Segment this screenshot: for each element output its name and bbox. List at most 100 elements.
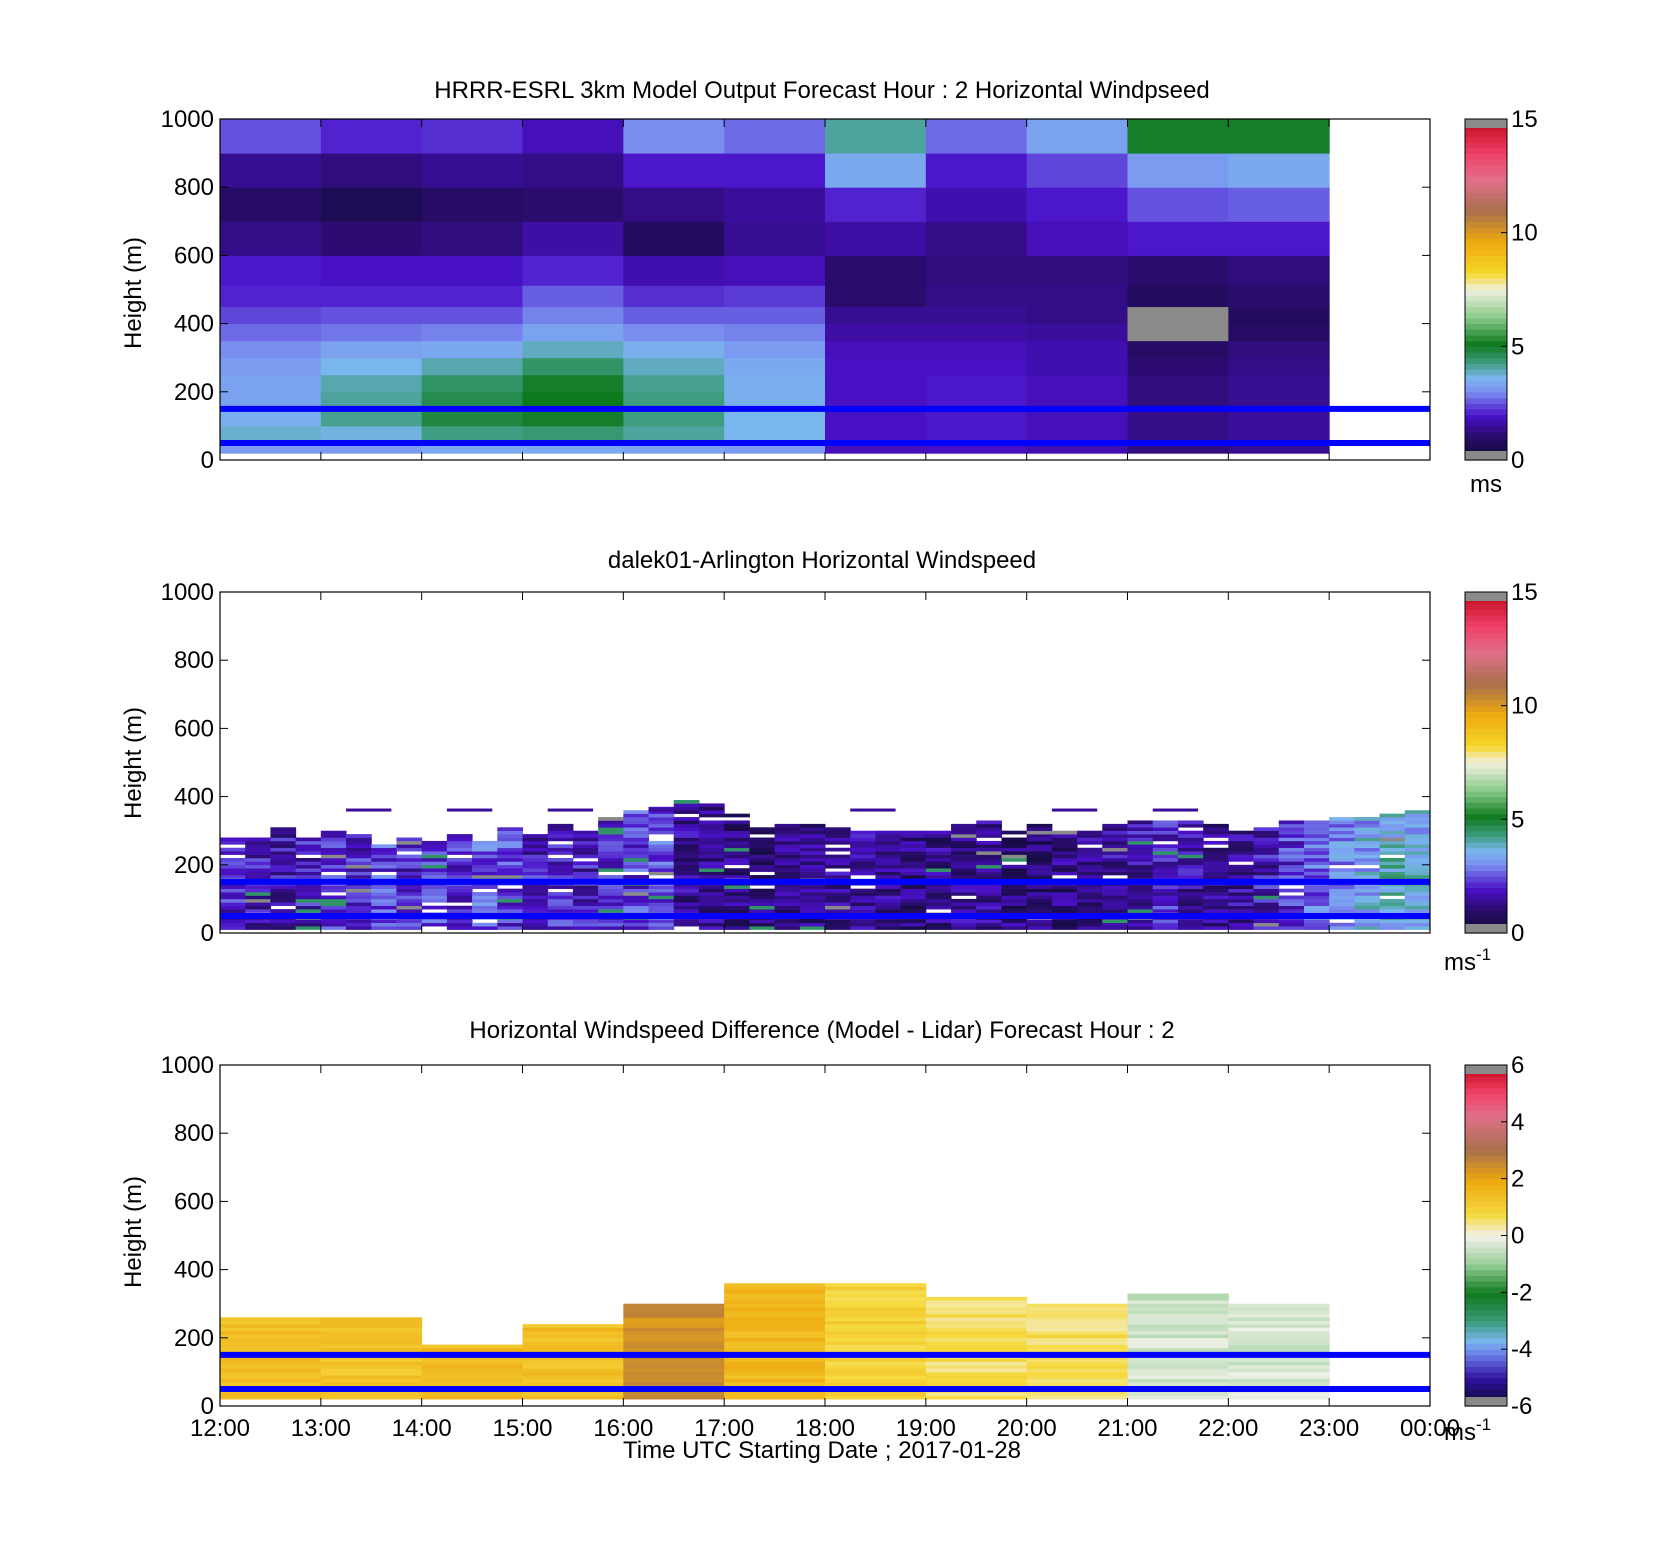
heatmap-cell [1253,827,1280,831]
heatmap-cell [925,1361,1028,1366]
heatmap-cell [724,1293,826,1298]
heatmap-cell [547,922,574,927]
heatmap-cell [799,898,826,903]
heatmap-cell [1026,1313,1128,1318]
heatmap-cell [1228,895,1255,900]
heatmap-cell [673,895,700,900]
heatmap-cell [320,285,423,308]
heatmap-cell [320,187,423,222]
heatmap-cell [925,391,1028,410]
heatmap-cell [623,864,650,869]
heatmap-cell [598,875,624,879]
heatmap-cell [774,905,801,910]
heatmap-cell [295,895,322,900]
heatmap-cell [825,1324,927,1328]
heatmap-cell [825,857,851,862]
chart-title: HRRR-ESRL 3km Model Output Forecast Hour… [434,77,1209,104]
heatmap-cell [421,1344,523,1349]
heatmap-cell [220,391,322,410]
heatmap-cell [1379,885,1406,889]
heatmap-cell [547,871,574,876]
heatmap-cell [774,857,801,862]
heatmap-cell [925,844,952,849]
heatmap-cell [220,221,322,256]
heatmap-cell [1354,840,1381,845]
heatmap-cell [1026,902,1053,907]
colorbar-swatch [1465,887,1507,894]
heatmap-cell [976,861,1002,866]
heatmap-cell [220,1371,322,1376]
heatmap-cell [698,861,725,866]
heatmap-cell [875,888,902,893]
heatmap-cell [295,902,322,907]
heatmap-cell [497,895,523,900]
heatmap-cell [1354,885,1381,889]
heatmap-cell [547,892,574,896]
heatmap-cell [1303,864,1330,869]
colorbar-swatch [1465,1309,1507,1316]
colorbar-swatch [1465,244,1507,251]
heatmap-cell [749,892,776,896]
heatmap-cell [346,808,392,812]
heatmap-cell [497,847,523,852]
heatmap-cell [421,221,523,256]
heatmap-cell [220,871,246,876]
heatmap-cell [774,830,801,835]
heatmap-cell [270,847,297,852]
colorbar-under-swatch [1465,451,1507,460]
heatmap-cell [875,830,902,835]
colorbar-swatch [1465,699,1507,707]
heatmap-cell [749,919,776,924]
heatmap-cell [346,840,372,845]
heatmap-cell [1228,357,1330,376]
heatmap-cell [1077,830,1103,835]
heatmap-cell [1001,905,1028,910]
heatmap-cell [1203,827,1229,831]
heatmap-cell [976,875,1002,879]
heatmap-cell [1127,840,1154,845]
heatmap-cell [825,837,851,842]
heatmap-cell [245,864,271,869]
heatmap-cell [648,864,675,869]
heatmap-cell [1026,1337,1128,1342]
heatmap-cell [976,922,1002,927]
heatmap-cell [446,864,473,869]
heatmap-cell [976,830,1002,835]
heatmap-cell [1001,864,1028,869]
heatmap-cell [724,857,750,862]
heatmap-cell [698,892,725,896]
heatmap-cell [1001,898,1028,903]
heatmap-cell [472,898,498,903]
heatmap-cell [1026,837,1053,842]
heatmap-cell [698,834,725,838]
heatmap-cell [925,871,952,876]
heatmap-cell [1404,868,1431,872]
heatmap-cell [799,823,826,828]
heatmap-cell [598,844,624,849]
heatmap-cell [724,255,826,286]
colorbar-swatch [1465,1235,1507,1242]
heatmap-cell [320,1371,423,1376]
heatmap-cell [623,926,650,930]
heatmap-cell [1404,909,1431,913]
heatmap-cell [976,909,1002,913]
heatmap-cell [446,875,473,879]
heatmap-cell [1001,926,1028,930]
heatmap-cell [1379,909,1406,913]
heatmap-cell [472,864,498,869]
heatmap-cell [774,926,801,930]
heatmap-cell [623,810,650,814]
heatmap-cell [724,1300,826,1304]
heatmap-cell [522,851,549,855]
heatmap-cell [270,898,297,903]
heatmap-cell [623,1341,725,1345]
x-axis-label: Time UTC Starting Date ; 2017-01-28 [623,1437,1021,1464]
heatmap-cell [1228,1303,1330,1308]
heatmap-cell [270,857,297,862]
heatmap-cell [346,898,372,903]
heatmap-cell [850,808,896,812]
heatmap-cell [1001,847,1028,852]
heatmap-cell [220,1334,322,1339]
colorbar-swatch [1465,300,1507,308]
heatmap-cell [1354,817,1381,821]
